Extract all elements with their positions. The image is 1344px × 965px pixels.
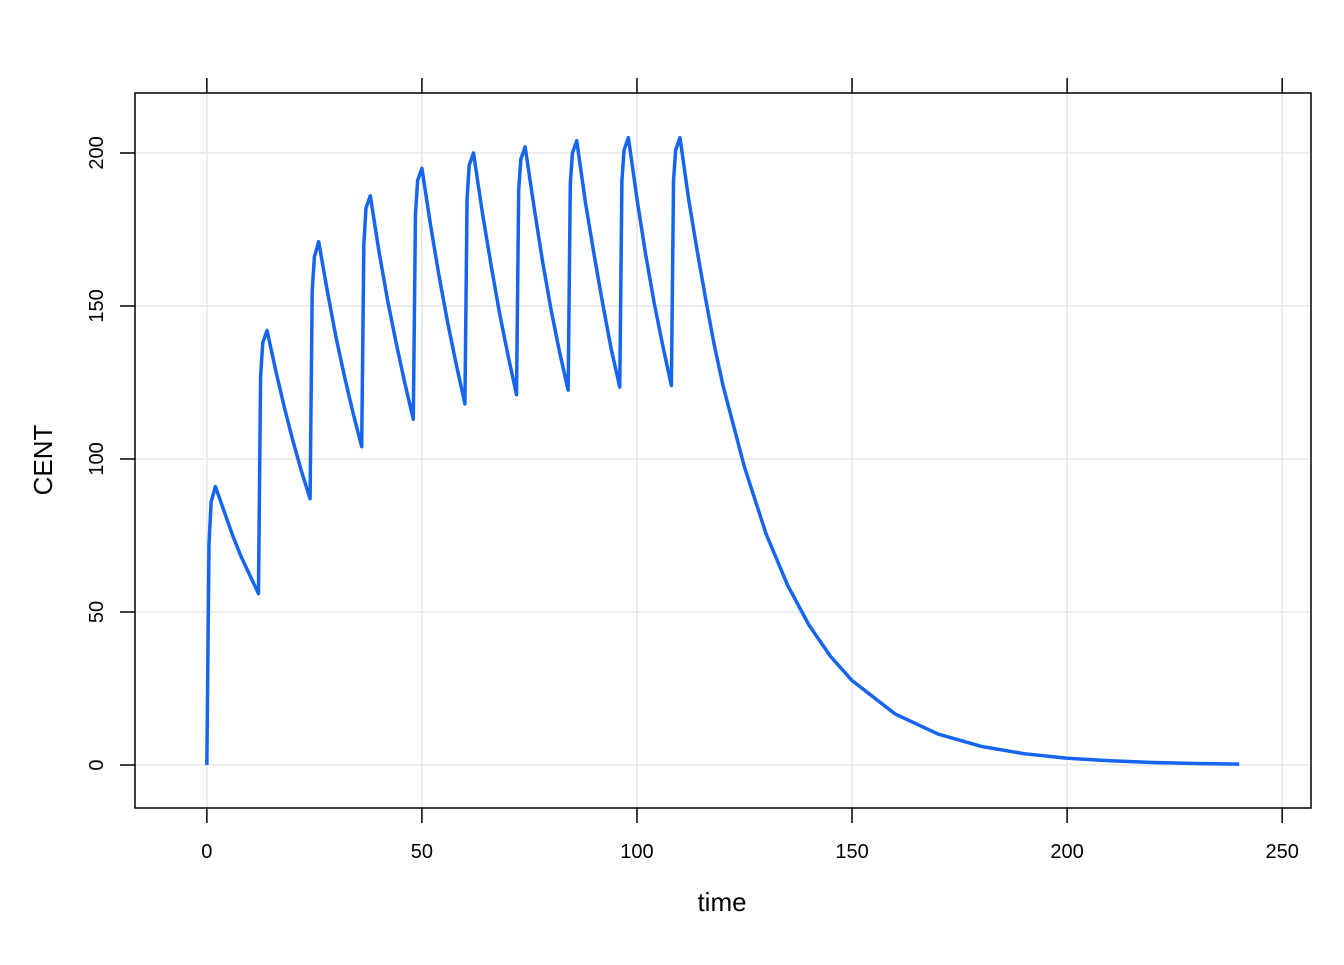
- x-tick-label: 0: [201, 841, 212, 863]
- x-tick-label: 50: [411, 841, 433, 863]
- y-tick-label: 150: [86, 289, 108, 322]
- y-tick-label: 50: [86, 601, 108, 623]
- y-tick-label: 200: [86, 136, 108, 169]
- x-tick-label: 250: [1265, 841, 1298, 863]
- x-tick-label: 100: [620, 841, 653, 863]
- y-tick-label: 0: [86, 759, 108, 770]
- x-axis-title: time: [697, 887, 746, 917]
- x-tick-label: 200: [1050, 841, 1083, 863]
- x-tick-label: 150: [835, 841, 868, 863]
- y-axis-title: CENT: [28, 424, 58, 495]
- plot-frame: [134, 92, 1312, 809]
- data-line: [205, 135, 1240, 766]
- y-tick-label: 100: [86, 442, 108, 475]
